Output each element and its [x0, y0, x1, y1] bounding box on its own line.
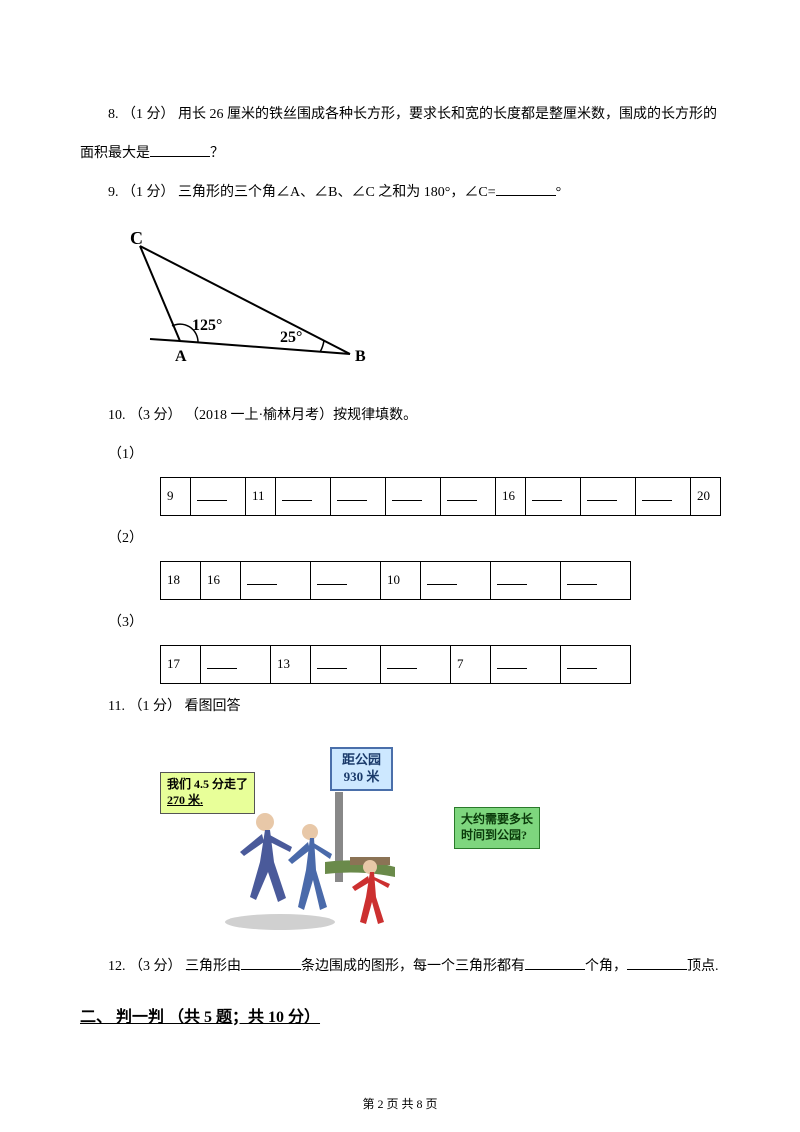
- table-blank[interactable]: [207, 655, 237, 669]
- sub-1: （1）: [80, 440, 720, 471]
- table-1: 9 11 16 20: [160, 477, 721, 516]
- table-cell: 13: [271, 645, 311, 683]
- speech2-a: 大约需要多长: [461, 812, 533, 826]
- question-9: 9. （1 分） 三角形的三个角∠A、∠B、∠C 之和为 180°，∠C= °: [80, 178, 720, 209]
- table-cell: [421, 561, 491, 599]
- q9-text-a: 9. （1 分） 三角形的三个角∠A、∠B、∠C 之和为 180°，∠C=: [108, 185, 496, 200]
- table-cell: [276, 477, 331, 515]
- q12-blank3[interactable]: [627, 954, 687, 970]
- angle-125: 125°: [192, 317, 222, 334]
- table-cell: [241, 561, 311, 599]
- sign-a: 距公园: [342, 752, 381, 767]
- table-blank[interactable]: [497, 571, 527, 585]
- people-icon: [220, 792, 440, 932]
- q12-c: 个角，: [585, 959, 627, 974]
- table-blank[interactable]: [317, 655, 347, 669]
- q12-blank1[interactable]: [241, 954, 301, 970]
- table-cell: 20: [691, 477, 721, 515]
- question-11: 11. （1 分） 看图回答: [80, 692, 720, 723]
- section-2-title: 二、 判一判 （共 5 题；共 10 分）: [80, 1003, 720, 1027]
- table-cell: [561, 645, 631, 683]
- table-cell: [491, 561, 561, 599]
- q9-blank[interactable]: [496, 180, 556, 196]
- speech1-a: 我们 4.5 分走了: [167, 777, 248, 791]
- table-cell: [581, 477, 636, 515]
- table-cell: [331, 477, 386, 515]
- table-cell: 16: [201, 561, 241, 599]
- q12-d: 顶点.: [687, 959, 719, 974]
- question-8-line2: 面积最大是 ？: [80, 139, 720, 170]
- table-cell: 10: [381, 561, 421, 599]
- table-cell: [311, 645, 381, 683]
- sign-b: 930 米: [344, 769, 380, 784]
- table-cell: 11: [246, 477, 276, 515]
- angle-25: 25°: [280, 329, 302, 346]
- distance-sign: 距公园 930 米: [330, 747, 393, 791]
- table-blank[interactable]: [427, 571, 457, 585]
- table-blank[interactable]: [337, 487, 367, 501]
- sub-3: （3）: [80, 608, 720, 639]
- table-blank[interactable]: [567, 571, 597, 585]
- table-blank[interactable]: [247, 571, 277, 585]
- table-blank[interactable]: [317, 571, 347, 585]
- speech2-b: 时间到公园?: [461, 828, 527, 842]
- table-cell: [386, 477, 441, 515]
- table-2: 1816 10: [160, 561, 631, 600]
- table-blank[interactable]: [197, 487, 227, 501]
- q9-text-b: °: [556, 185, 562, 200]
- table-cell: [526, 477, 581, 515]
- label-a: A: [175, 348, 187, 365]
- q12-blank2[interactable]: [525, 954, 585, 970]
- illustration: 我们 4.5 分走了 270 米. 距公园 930 米 大约需要多长 时间到公园…: [160, 732, 540, 932]
- table-cell: [191, 477, 246, 515]
- page-footer: 第 2 页 共 8 页: [0, 1095, 800, 1112]
- q12-a: 12. （3 分） 三角形由: [108, 959, 241, 974]
- table-cell: [491, 645, 561, 683]
- table-cell: 17: [161, 645, 201, 683]
- table-blank[interactable]: [497, 655, 527, 669]
- table-cell: [311, 561, 381, 599]
- table-cell: 9: [161, 477, 191, 515]
- q8-text-c: ？: [210, 146, 224, 161]
- table-cell: [636, 477, 691, 515]
- sub-2: （2）: [80, 524, 720, 555]
- table-blank[interactable]: [642, 487, 672, 501]
- speech1-b: 270 米.: [167, 793, 203, 807]
- question-8-line1: 8. （1 分） 用长 26 厘米的铁丝围成各种长方形，要求长和宽的长度都是整厘…: [80, 100, 720, 131]
- table-cell: [441, 477, 496, 515]
- table-cell: [381, 645, 451, 683]
- table-cell: [201, 645, 271, 683]
- q8-blank[interactable]: [150, 141, 210, 157]
- speech-bubble-2: 大约需要多长 时间到公园?: [454, 807, 540, 848]
- table-cell: 7: [451, 645, 491, 683]
- table-blank[interactable]: [392, 487, 422, 501]
- q12-b: 条边围成的图形，每一个三角形都有: [301, 959, 525, 974]
- table-blank[interactable]: [567, 655, 597, 669]
- table-cell: 18: [161, 561, 201, 599]
- table-blank[interactable]: [387, 655, 417, 669]
- label-b: B: [355, 348, 366, 365]
- triangle-figure: C A B 125° 25°: [120, 226, 380, 386]
- table-blank[interactable]: [282, 487, 312, 501]
- question-10: 10. （3 分） （2018 一上·榆林月考）按规律填数。: [80, 401, 720, 432]
- table-blank[interactable]: [587, 487, 617, 501]
- q8-text-a: 8. （1 分） 用长 26 厘米的铁丝围成各种长方形，要求长和宽的长度都是整厘…: [108, 107, 717, 122]
- table-3: 17 13 7: [160, 645, 631, 684]
- table-blank[interactable]: [532, 487, 562, 501]
- table-cell: 16: [496, 477, 526, 515]
- table-cell: [561, 561, 631, 599]
- question-12: 12. （3 分） 三角形由 条边围成的图形，每一个三角形都有 个角， 顶点.: [80, 952, 720, 983]
- q8-text-b: 面积最大是: [80, 146, 150, 161]
- table-blank[interactable]: [447, 487, 477, 501]
- label-c: C: [130, 228, 143, 248]
